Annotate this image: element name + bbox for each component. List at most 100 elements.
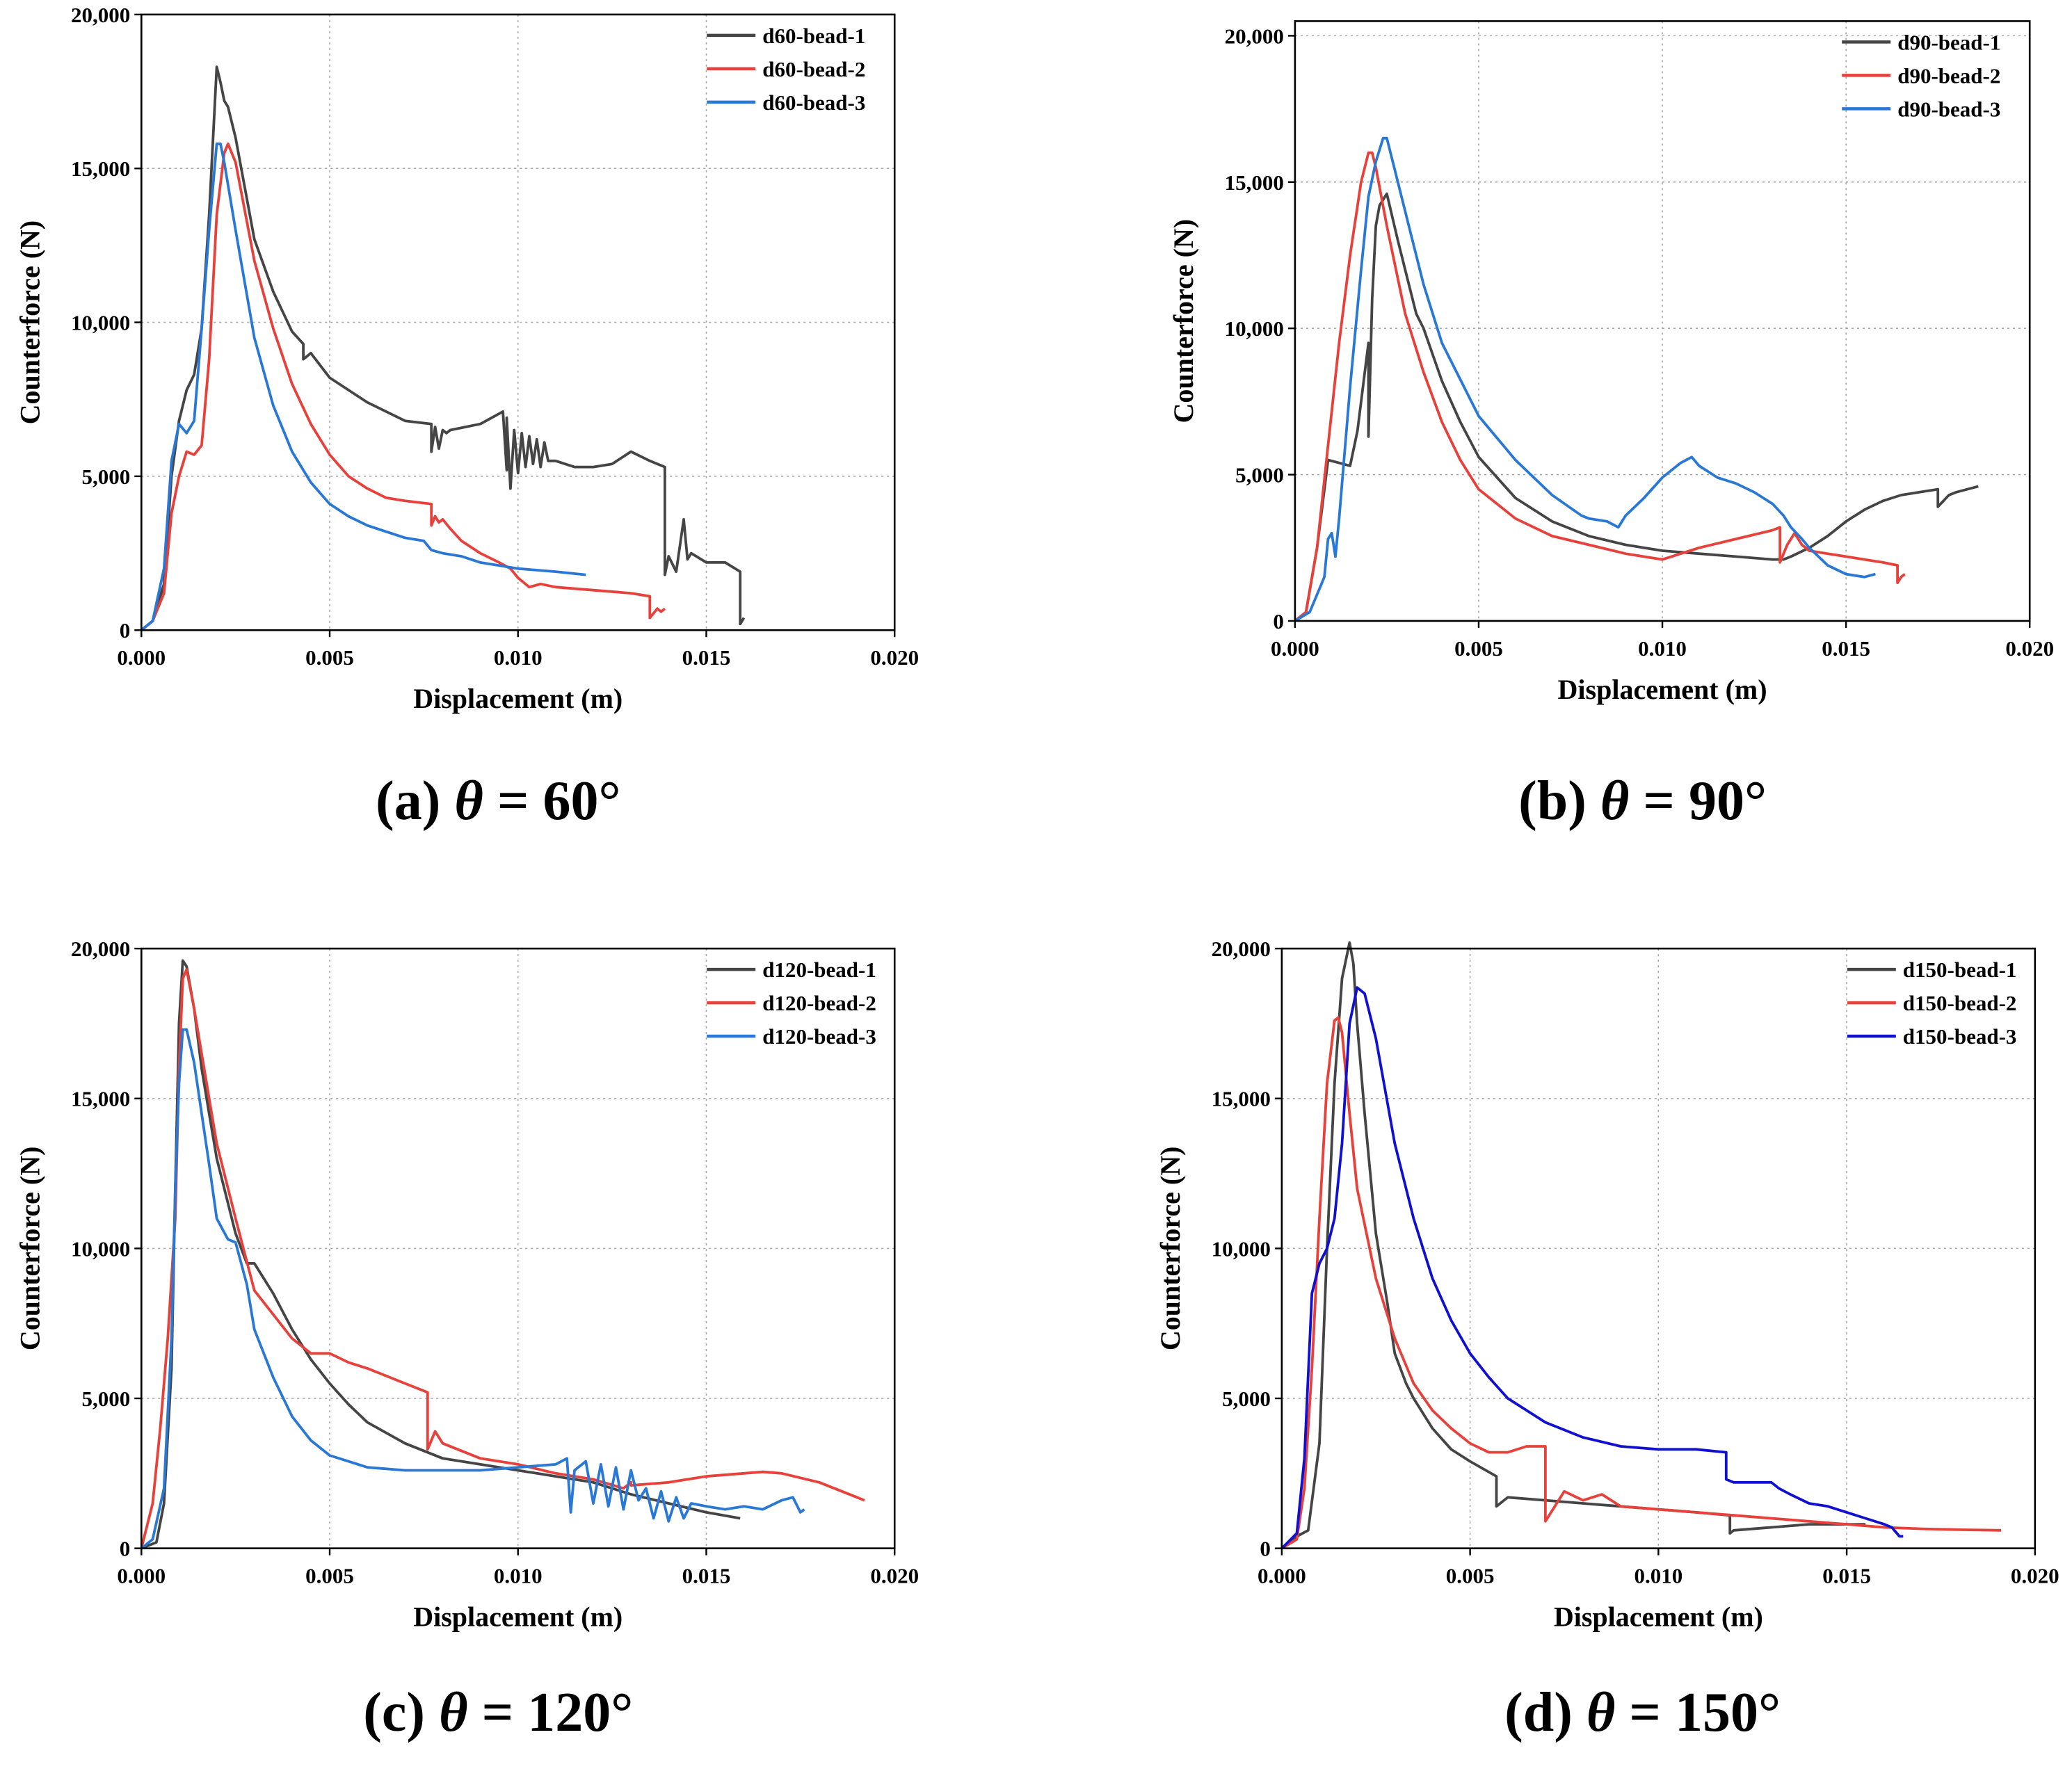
legend-label: d60-bead-1 [762,24,865,48]
series-line-d60-bead-3 [140,142,586,631]
x-tick-label: 0.005 [1454,636,1503,661]
y-tick-label: 0 [120,618,131,643]
panel-caption: (d) θ = 150° [1504,1682,1781,1743]
y-tick-label: 10,000 [71,1236,130,1261]
series-line-d90-bead-2 [1294,151,1906,622]
caption-space [1615,1682,1629,1743]
caption-space [425,1682,439,1743]
x-tick-label: 0.010 [494,1564,543,1588]
caption-prefix: (d) [1504,1682,1573,1743]
legend-entry: d60-bead-3 [707,90,865,115]
y-tick-label: 0 [1260,1537,1271,1561]
caption-equals: = [497,770,529,832]
caption-prefix: (a) [376,770,440,832]
legend-entry: d150-bead-1 [1847,958,2016,982]
legend-label: d90-bead-3 [1897,97,2000,121]
chart-panel-d: 0.000 0.005 0.010 0.015 0.020 0 5,000 10,000 15,… [1155,937,2059,1743]
legend-entry: d120-bead-2 [707,991,876,1015]
x-tick-label: 0.005 [1446,1564,1495,1588]
caption-symbol: θ [1600,770,1630,832]
legend-label: d150-bead-3 [1903,1024,2017,1049]
legend-label: d60-bead-2 [762,57,865,81]
y-tick-label: 10,000 [71,311,130,335]
series-line-d120-bead-1 [140,959,741,1550]
legend-entry: d90-bead-2 [1842,63,2000,88]
caption-space [483,770,497,832]
series-line-d150-bead-3 [1280,986,1904,1550]
panel-caption: (b) θ = 90° [1518,770,1767,832]
legend-entry: d120-bead-1 [707,958,876,982]
y-tick-label: 20,000 [1225,24,1284,48]
caption-value: 60° [543,770,620,832]
legend-label: d60-bead-3 [762,90,865,115]
caption-space [1675,770,1689,832]
caption-space [1587,770,1600,832]
series-line-d120-bead-3 [140,1028,805,1550]
y-tick-label: 10,000 [1225,316,1284,341]
panel-caption: (c) θ = 120° [363,1682,633,1743]
x-tick-label: 0.020 [2011,1564,2059,1588]
legend-label: d90-bead-2 [1897,63,2000,88]
caption-space [529,770,543,832]
series-line-d90-bead-3 [1294,136,1876,622]
caption-equals: = [1629,1682,1661,1743]
caption-prefix: (c) [363,1682,425,1743]
y-tick-label: 5,000 [82,1387,131,1411]
caption-space [440,770,454,832]
series-line-d90-bead-1 [1294,192,1979,622]
legend-entry: d150-bead-2 [1847,991,2017,1015]
series-line-d150-bead-2 [1280,1016,2002,1550]
panel-caption: (a) θ = 60° [376,770,620,832]
caption-equals: = [482,1682,514,1743]
x-tick-label: 0.015 [682,1564,731,1588]
chart-panel-b: 0.000 0.005 0.010 0.015 0.020 0 5,000 10,000 15,… [1168,20,2054,832]
series-line-d120-bead-2 [140,968,865,1549]
caption-symbol: θ [439,1682,468,1743]
y-tick-label: 5,000 [82,465,131,489]
y-axis-title: Counterforce (N) [14,1147,45,1351]
series-line-d60-bead-2 [140,142,666,631]
x-axis-title: Displacement (m) [413,683,623,714]
legend-entry: d60-bead-1 [707,24,865,48]
caption-space [1661,1682,1675,1743]
legend-label: d120-bead-3 [762,1024,876,1049]
y-axis-title: Counterforce (N) [1168,219,1199,423]
caption-space [468,1682,482,1743]
caption-space [513,1682,527,1743]
x-tick-label: 0.005 [305,645,354,670]
y-tick-label: 20,000 [71,3,130,27]
caption-symbol: θ [1587,1682,1616,1743]
caption-symbol: θ [454,770,483,832]
y-tick-label: 15,000 [1225,170,1284,195]
chart-panel-c: 0.000 0.005 0.010 0.015 0.020 0 5,000 10,000 15,… [14,937,919,1743]
legend-entry: d90-bead-1 [1842,30,2000,54]
legend-label: d150-bead-2 [1903,991,2017,1015]
x-tick-label: 0.000 [117,1564,166,1588]
y-tick-label: 15,000 [1212,1087,1271,1111]
y-axis-title: Counterforce (N) [14,220,45,425]
y-tick-label: 20,000 [1212,937,1271,961]
caption-space [1629,770,1643,832]
series-line-d60-bead-1 [140,65,746,631]
legend-label: d120-bead-2 [762,991,876,1015]
x-tick-label: 0.020 [870,645,919,670]
chart-panel-a: 0.000 0.005 0.010 0.015 0.020 0 5,000 10,000 15,… [14,3,919,832]
x-tick-label: 0.015 [682,645,731,670]
x-axis-title: Displacement (m) [1558,674,1767,705]
caption-prefix: (b) [1518,770,1587,832]
y-tick-label: 15,000 [71,156,130,181]
legend-entry: d90-bead-3 [1842,97,2000,121]
x-tick-label: 0.010 [494,645,543,670]
caption-space [1573,1682,1587,1743]
caption-equals: = [1643,770,1675,832]
x-tick-label: 0.020 [870,1564,919,1588]
x-tick-label: 0.015 [1822,1564,1871,1588]
x-tick-label: 0.000 [1258,1564,1306,1588]
caption-value: 120° [527,1682,633,1743]
y-tick-label: 10,000 [1212,1236,1271,1261]
x-tick-label: 0.000 [117,645,166,670]
x-axis-title: Displacement (m) [1554,1601,1763,1633]
legend-entry: d60-bead-2 [707,57,865,81]
